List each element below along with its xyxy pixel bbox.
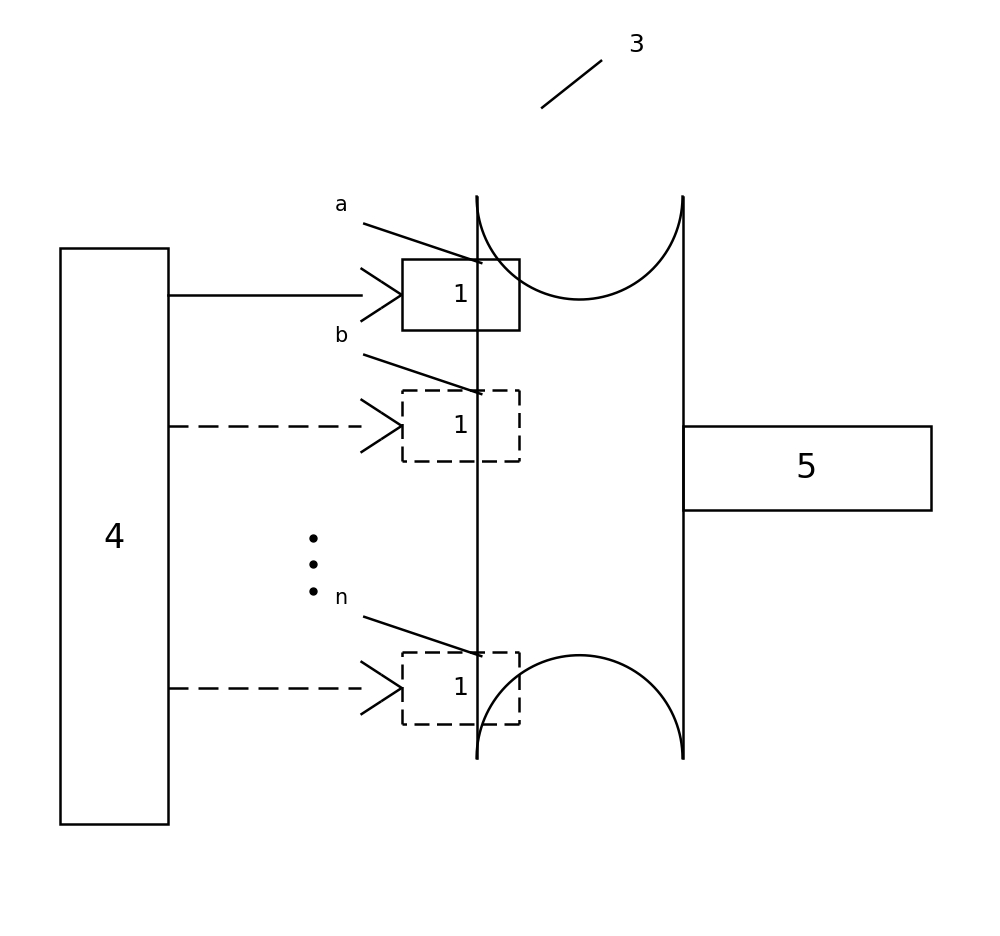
Text: 5: 5 xyxy=(795,451,817,485)
Text: 3: 3 xyxy=(628,33,644,57)
Text: 4: 4 xyxy=(104,521,125,555)
Text: a: a xyxy=(335,195,347,215)
Text: 1: 1 xyxy=(452,414,468,438)
Text: 1: 1 xyxy=(452,676,468,700)
Text: n: n xyxy=(334,588,347,608)
Text: 1: 1 xyxy=(452,283,468,307)
Text: b: b xyxy=(334,326,348,346)
